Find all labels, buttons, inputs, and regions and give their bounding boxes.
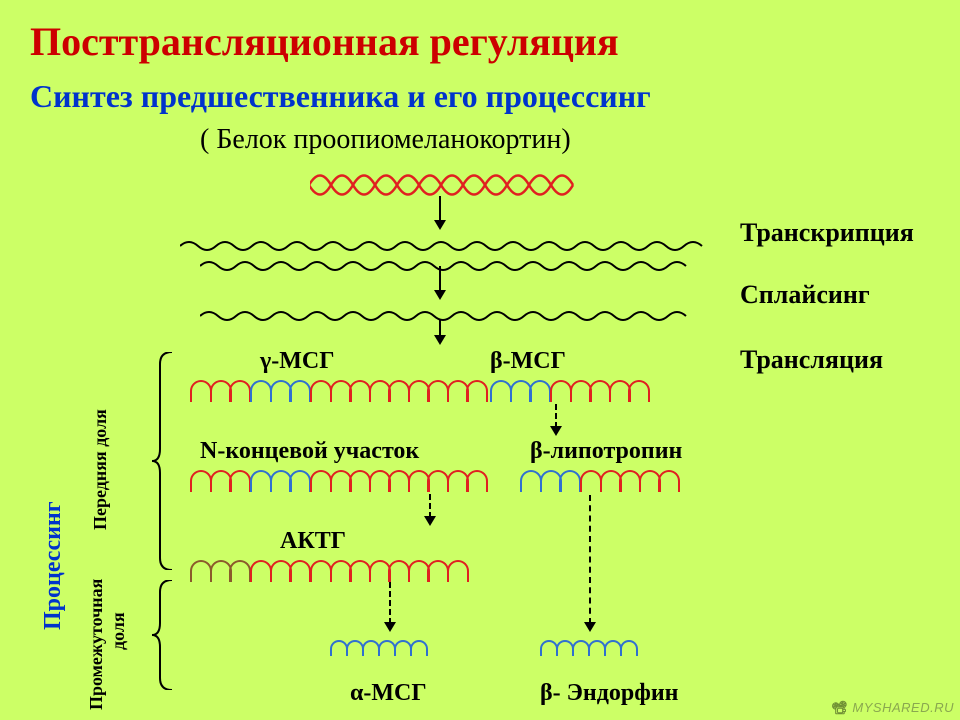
protein-segment-2-0 bbox=[190, 560, 249, 582]
protein-segment-0-3 bbox=[490, 380, 549, 402]
label-beta-endorphin: β- Эндорфин bbox=[540, 680, 679, 707]
protein-segment-1-0 bbox=[190, 470, 249, 492]
rna-line-1 bbox=[200, 260, 690, 279]
label-acth: АКТГ bbox=[280, 528, 346, 555]
step-transcription: Транскрипция bbox=[740, 218, 914, 248]
protein-name: ( Белок проопиомеланокортин) bbox=[200, 124, 571, 156]
step-translation: Трансляция bbox=[740, 345, 883, 375]
protein-segment-3-0 bbox=[330, 640, 426, 656]
sub-title: Синтез предшественника и его процессинг bbox=[30, 78, 651, 115]
protein-segment-1-3 bbox=[520, 470, 579, 492]
label-intermediate-lobe-1: Промежуточная bbox=[86, 540, 107, 710]
protein-segment-0-0 bbox=[190, 380, 249, 402]
label-processing: Процессинг bbox=[40, 370, 67, 630]
protein-segment-1-2 bbox=[310, 470, 486, 492]
step-splicing: Сплайсинг bbox=[740, 280, 870, 310]
brace-0 bbox=[152, 352, 176, 575]
main-title: Посттрансляционная регуляция bbox=[30, 18, 619, 65]
rna-line-0 bbox=[180, 240, 710, 259]
label-anterior-lobe: Передняя доля bbox=[90, 340, 111, 530]
label-beta-msh: β-МСГ bbox=[490, 348, 566, 375]
label-n-terminal: N-концевой участок bbox=[200, 438, 419, 465]
dna-strand bbox=[310, 170, 584, 205]
protein-segment-0-2 bbox=[310, 380, 486, 402]
watermark: 📽 MYSHARED.RU bbox=[831, 700, 954, 716]
label-intermediate-lobe-2: доля bbox=[108, 570, 129, 650]
protein-segment-0-4 bbox=[550, 380, 648, 402]
label-beta-lipotropin: β-липотропин bbox=[530, 438, 682, 465]
protein-segment-0-1 bbox=[250, 380, 309, 402]
protein-segment-3-1 bbox=[540, 640, 636, 656]
protein-segment-2-1 bbox=[250, 560, 309, 582]
rna-line-2 bbox=[200, 310, 690, 329]
protein-segment-1-1 bbox=[250, 470, 309, 492]
protein-segment-2-2 bbox=[310, 560, 466, 582]
label-alpha-msh: α-МСГ bbox=[350, 680, 427, 707]
label-gamma-msh: γ-МСГ bbox=[260, 348, 334, 375]
protein-segment-1-4 bbox=[580, 470, 678, 492]
brace-1 bbox=[152, 580, 176, 695]
